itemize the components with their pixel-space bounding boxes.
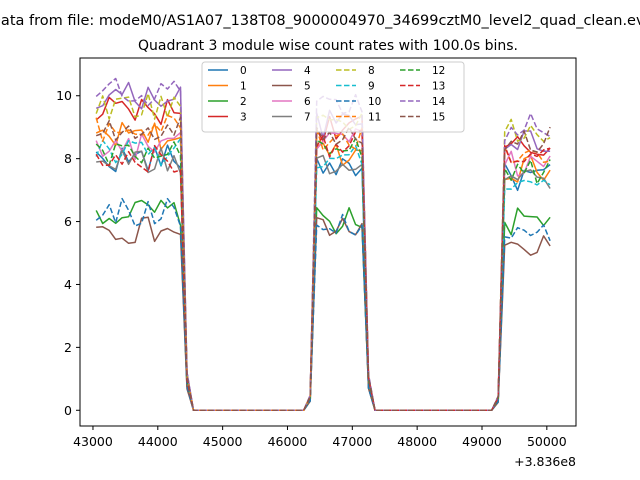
x-tick-label: 43000 [73, 434, 113, 449]
series-line-12 [95, 137, 551, 412]
legend-label-6: 6 [304, 96, 311, 108]
series-line-7 [96, 147, 551, 412]
legend-label-11: 11 [368, 112, 381, 124]
legend-label-1: 1 [240, 81, 247, 93]
y-tick-label: 2 [64, 340, 72, 355]
y-tick-label: 0 [64, 403, 72, 418]
series-line-2 [95, 199, 551, 412]
legend-box [201, 61, 465, 133]
y-axis-ticks: 0 2 4 6 8 10 [56, 88, 80, 418]
x-tick-label: 45000 [203, 434, 243, 449]
series-line-5 [96, 216, 551, 412]
x-axis-ticks: 43000 44000 45000 46000 47000 48000 49000 50000 [73, 426, 567, 449]
legend-label-8: 8 [368, 65, 375, 77]
y-tick-label: 6 [64, 214, 72, 229]
legend-label-15: 15 [432, 112, 445, 124]
series-line-10 [95, 197, 551, 412]
legend-label-0: 0 [240, 65, 247, 77]
legend-label-14: 14 [432, 96, 446, 108]
legend-label-13: 13 [432, 81, 445, 93]
x-tick-label: 46000 [268, 434, 308, 449]
legend-label-3: 3 [240, 112, 247, 124]
x-tick-label: 44000 [138, 434, 178, 449]
legend-label-5: 5 [304, 81, 311, 93]
series-line-9 [95, 137, 551, 412]
axes-title: Quadrant 3 module wise count rates with … [138, 38, 518, 54]
x-tick-label: 48000 [397, 434, 437, 449]
x-tick-label: 47000 [332, 434, 372, 449]
legend-label-7: 7 [304, 112, 311, 124]
legend-label-9: 9 [368, 81, 375, 93]
y-tick-label: 4 [64, 277, 72, 292]
series-layer [95, 77, 551, 412]
legend-label-4: 4 [304, 65, 311, 77]
legend-label-12: 12 [432, 65, 445, 77]
legend-label-2: 2 [240, 96, 247, 108]
figure-suptitle: Data from file: modeM0/AS1A07_138T08_900… [0, 13, 640, 29]
series-line-6 [95, 128, 551, 412]
axes-frame [79, 57, 577, 427]
series-line-13 [95, 129, 551, 412]
y-tick-label: 10 [56, 88, 72, 103]
series-line-8 [95, 92, 551, 412]
x-offset-label: +3.836e8 [514, 454, 576, 469]
y-tick-label: 8 [64, 151, 72, 166]
x-tick-label: 49000 [462, 434, 502, 449]
legend-label-10: 10 [368, 96, 381, 108]
x-tick-label: 50000 [527, 434, 567, 449]
series-line-15 [95, 116, 551, 412]
